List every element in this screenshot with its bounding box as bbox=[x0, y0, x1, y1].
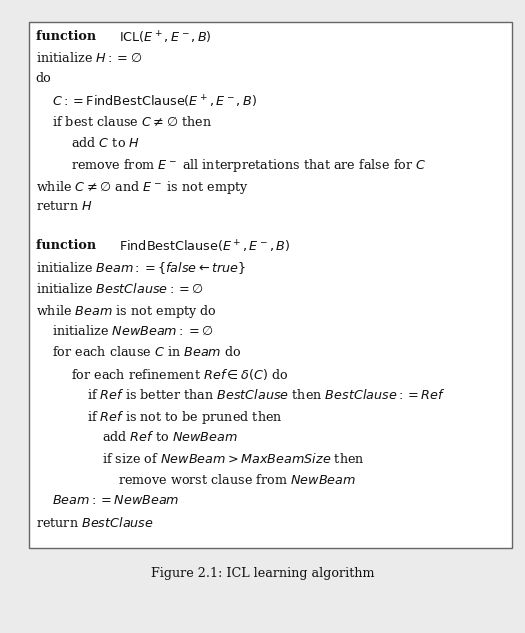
Text: while $\mathit{Beam}$ is not empty do: while $\mathit{Beam}$ is not empty do bbox=[36, 303, 216, 320]
Text: initialize $\mathit{NewBeam}:=\emptyset$: initialize $\mathit{NewBeam}:=\emptyset$ bbox=[52, 324, 214, 338]
Text: if size of $\mathit{NewBeam}>\mathit{MaxBeamSize}$ then: if size of $\mathit{NewBeam}>\mathit{Max… bbox=[102, 452, 365, 466]
Text: if $\mathit{Ref}$ is not to be pruned then: if $\mathit{Ref}$ is not to be pruned th… bbox=[87, 409, 282, 426]
Text: if $\mathit{Ref}$ is better than $\mathit{BestClause}$ then $\mathit{BestClause}: if $\mathit{Ref}$ is better than $\mathi… bbox=[87, 388, 445, 402]
Text: return $\mathit{BestClause}$: return $\mathit{BestClause}$ bbox=[36, 515, 153, 529]
Text: do: do bbox=[36, 72, 51, 85]
Text: $\mathrm{FindBestClause}(E^+,E^-,B)$: $\mathrm{FindBestClause}(E^+,E^-,B)$ bbox=[119, 239, 290, 256]
Text: while $C\neq\emptyset$ and $E^-$ is not empty: while $C\neq\emptyset$ and $E^-$ is not … bbox=[36, 179, 248, 196]
Text: if best clause $C\neq\emptyset$ then: if best clause $C\neq\emptyset$ then bbox=[52, 115, 212, 128]
Text: $\mathit{Beam}:=\mathit{NewBeam}$: $\mathit{Beam}:=\mathit{NewBeam}$ bbox=[52, 494, 180, 507]
Text: Figure 2.1: ICL learning algorithm: Figure 2.1: ICL learning algorithm bbox=[151, 567, 374, 580]
Text: remove worst clause from $\mathit{NewBeam}$: remove worst clause from $\mathit{NewBea… bbox=[118, 473, 356, 487]
Text: for each refinement $\mathit{Ref}\in\delta(C)$ do: for each refinement $\mathit{Ref}\in\del… bbox=[71, 367, 288, 382]
Text: remove from $E^-$ all interpretations that are false for $C$: remove from $E^-$ all interpretations th… bbox=[71, 157, 426, 174]
Text: function: function bbox=[36, 239, 100, 252]
FancyBboxPatch shape bbox=[29, 22, 512, 548]
Text: initialize $\mathit{BestClause}:=\emptyset$: initialize $\mathit{BestClause}:=\emptys… bbox=[36, 282, 204, 296]
Text: for each clause $C$ in $\mathit{Beam}$ do: for each clause $C$ in $\mathit{Beam}$ d… bbox=[52, 346, 242, 360]
Text: initialize $\mathit{Beam}:=\{\mathit{false}\leftarrow\mathit{true}\}$: initialize $\mathit{Beam}:=\{\mathit{fal… bbox=[36, 260, 246, 277]
Text: add $C$ to $H$: add $C$ to $H$ bbox=[71, 136, 140, 150]
Text: add $\mathit{Ref}$ to $\mathit{NewBeam}$: add $\mathit{Ref}$ to $\mathit{NewBeam}$ bbox=[102, 430, 238, 444]
Text: function: function bbox=[36, 30, 100, 43]
Text: initialize $H:=\emptyset$: initialize $H:=\emptyset$ bbox=[36, 51, 142, 65]
Text: $C:=\mathrm{FindBestClause}(E^+,E^-,B)$: $C:=\mathrm{FindBestClause}(E^+,E^-,B)$ bbox=[52, 94, 257, 110]
Text: return $H$: return $H$ bbox=[36, 200, 92, 213]
Text: $\mathrm{ICL}(E^+,E^-,B)$: $\mathrm{ICL}(E^+,E^-,B)$ bbox=[119, 30, 212, 46]
